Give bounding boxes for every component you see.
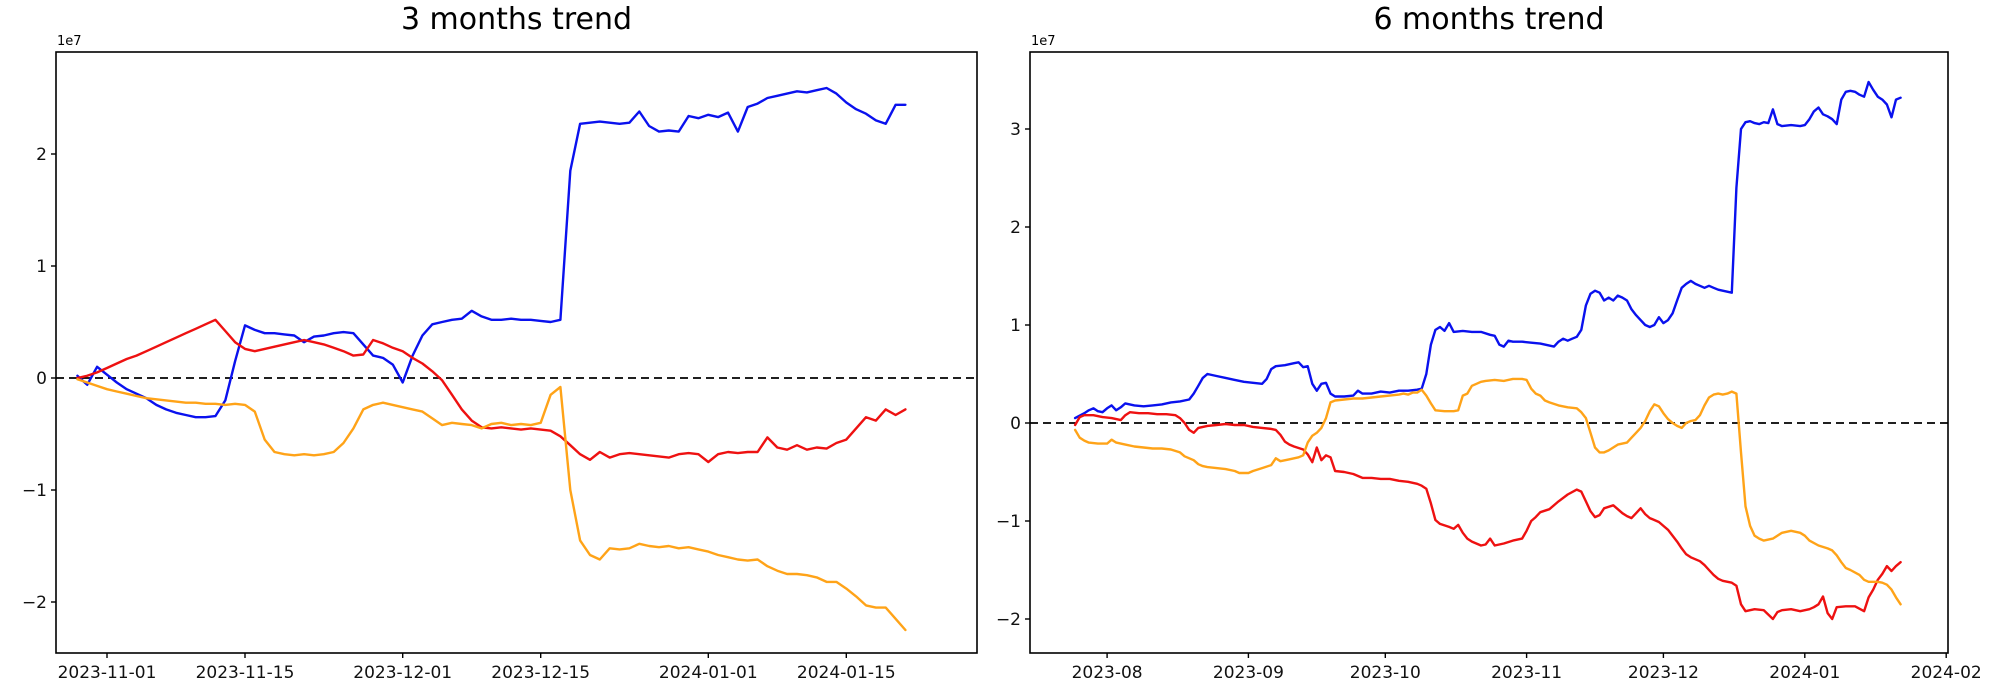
y-tick-label: −1 (996, 512, 1021, 532)
y-tick-label: 3 (1010, 120, 1021, 140)
series-line-orange (1073, 377, 1902, 606)
x-tick-label: 2024-01-01 (659, 663, 758, 683)
y-tick-label: 0 (36, 369, 47, 389)
series-line-red (1073, 411, 1902, 621)
y-axis-offset-label-left: 1e7 (57, 34, 82, 49)
axes-frame (1029, 51, 1949, 654)
y-tick-label: −1 (22, 481, 47, 501)
x-tick-label: 2023-08 (1072, 663, 1143, 683)
x-tick-label: 2023-11-01 (58, 663, 157, 683)
axes-frame (55, 51, 978, 654)
x-tick-label: 2024-02 (1911, 663, 1982, 683)
x-tick-label: 2024-01 (1769, 663, 1840, 683)
chart-title-3-months: 3 months trend (400, 2, 633, 37)
x-tick-label: 2023-09 (1213, 663, 1284, 683)
x-tick-label: 2023-12-15 (491, 663, 590, 683)
chart-title-6-months: 6 months trend (1373, 2, 1605, 37)
y-tick-label: 2 (1010, 218, 1021, 238)
chart-0: 2023-11-01 2023-11-15 2023-12-01 2023-12-15… (22, 51, 978, 683)
chart-1: 2023-08 2023-09 2023-10 2023-11 2023-12 2024-… (996, 51, 1982, 683)
y-tick-label: 2 (36, 145, 47, 165)
y-tick-label: −2 (22, 593, 47, 613)
x-tick-label: 2023-12 (1628, 663, 1699, 683)
y-axis-offset-label-right: 1e7 (1031, 34, 1056, 49)
x-tick-label: 2023-11-15 (196, 663, 295, 683)
x-tick-label: 2024-01-15 (797, 663, 896, 683)
x-tick-label: 2023-11 (1491, 663, 1562, 683)
series-line-orange (76, 378, 907, 632)
x-tick-label: 2023-10 (1350, 663, 1421, 683)
y-tick-label: 1 (1010, 316, 1021, 336)
y-tick-label: −2 (996, 610, 1021, 630)
y-tick-label: 0 (1010, 414, 1021, 434)
y-tick-label: 1 (36, 257, 47, 277)
series-line-blue (1073, 80, 1902, 420)
x-tick-label: 2023-12-01 (353, 663, 452, 683)
series-line-red (76, 318, 907, 464)
series-line-blue (76, 86, 907, 419)
